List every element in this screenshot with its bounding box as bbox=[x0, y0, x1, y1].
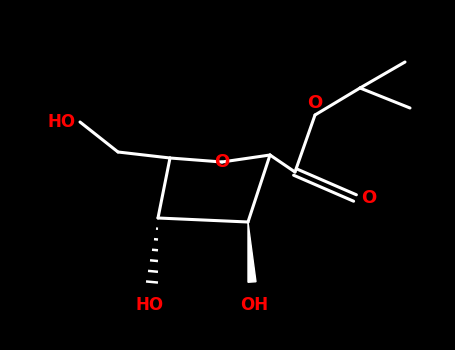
Polygon shape bbox=[248, 222, 256, 282]
Text: OH: OH bbox=[240, 296, 268, 314]
Text: HO: HO bbox=[48, 113, 76, 131]
Text: O: O bbox=[308, 94, 323, 112]
Text: HO: HO bbox=[136, 296, 164, 314]
Text: O: O bbox=[361, 189, 377, 207]
Text: O: O bbox=[214, 153, 230, 171]
